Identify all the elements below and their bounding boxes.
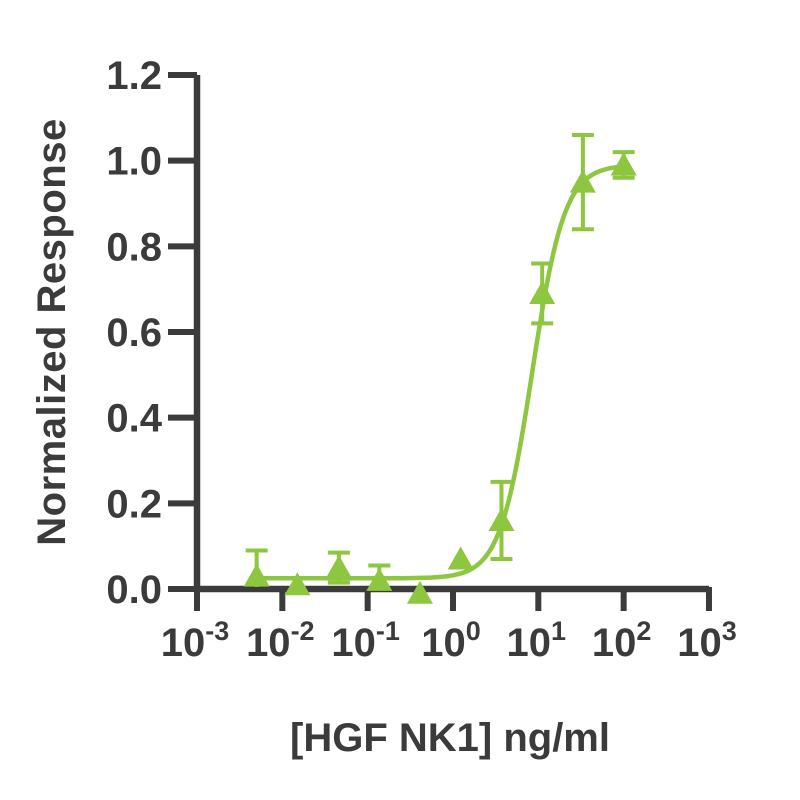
y-tick-label: 1.0: [106, 140, 162, 184]
data-points: [243, 152, 637, 604]
data-point-marker: [447, 546, 474, 570]
y-tick-label: 0.0: [106, 568, 162, 612]
data-point-marker: [488, 507, 515, 531]
x-tick-label: 102: [592, 616, 652, 665]
x-tick-label: 100: [421, 616, 481, 665]
data-point-marker: [325, 555, 352, 579]
x-tick-label: 101: [507, 616, 567, 665]
data-point-marker: [243, 563, 270, 587]
x-tick-label: 10-2: [246, 616, 315, 665]
y-tick-label: 0.6: [106, 311, 162, 355]
data-point-marker: [366, 567, 393, 591]
y-tick-marks: [168, 72, 197, 592]
data-point-marker: [610, 152, 637, 176]
y-tick-label: 1.2: [106, 54, 162, 98]
y-tick-label: 0.2: [106, 482, 162, 526]
x-tick-label: 10-3: [161, 616, 230, 665]
fit-curve: [254, 164, 626, 581]
error-bars: [245, 132, 635, 587]
data-point-marker: [284, 572, 311, 596]
y-tick-label: 0.4: [106, 397, 162, 441]
y-tick-label: 0.8: [106, 225, 162, 269]
x-tick-label: 103: [677, 616, 737, 665]
x-tick-label: 10-1: [331, 616, 400, 665]
data-point-marker: [406, 580, 433, 604]
x-tick-marks: [194, 587, 712, 611]
data-point-marker: [529, 280, 556, 304]
x-axis-title: [HGF NK1] ng/ml: [290, 716, 610, 760]
y-axis-title: Normalized Response: [30, 118, 74, 546]
data-point-marker: [569, 169, 596, 193]
